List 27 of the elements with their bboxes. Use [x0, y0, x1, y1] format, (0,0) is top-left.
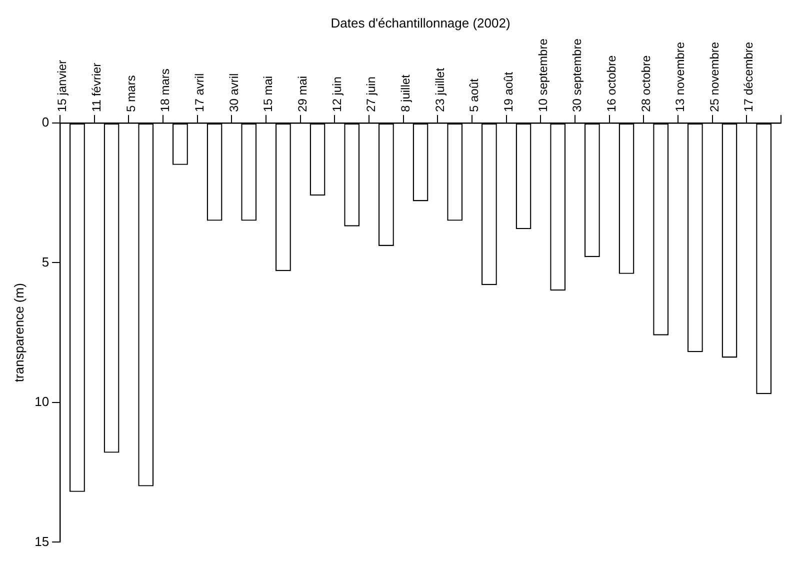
x-tick-label: 12 juin	[330, 76, 344, 112]
x-tick-label: 13 novembre	[673, 42, 688, 112]
y-tick-label: 10	[34, 394, 50, 410]
x-tick-label: 30 septembre	[570, 38, 584, 112]
x-tick-label: 10 septembre	[536, 38, 550, 112]
x-tick-label: 11 février	[89, 62, 104, 112]
y-tick-label: 5	[42, 254, 50, 270]
y-tick-label: 15	[34, 534, 50, 549]
x-tick-label: 28 octobre	[638, 54, 653, 112]
x-tick-label: 8 juillet	[398, 74, 412, 112]
x-tick-label: 30 avril	[226, 73, 241, 112]
x-tick-label: 23 juillet	[432, 67, 447, 112]
x-tick-label: 5 mars	[124, 75, 138, 112]
x-tick-label: 27 juin	[364, 76, 378, 112]
x-tick-label: 17 décembre	[742, 42, 756, 112]
x-tick-label: 17 avril	[192, 73, 206, 112]
x-tick-label: 19 août	[501, 71, 516, 112]
x-tick-label: 15 mai	[261, 76, 276, 112]
x-tick-label: 18 mars	[158, 68, 172, 112]
x-tick-label: 29 mai	[295, 76, 310, 112]
y-axis-title: transparence (m)	[11, 283, 26, 382]
chart-title: Dates d'échantillonnage (2002)	[330, 15, 510, 30]
y-tick-label: 0	[42, 114, 50, 130]
x-tick-label: 25 novembre	[707, 42, 722, 112]
x-tick-label: 16 octobre	[604, 54, 618, 112]
x-tick-label: 15 janvier	[55, 60, 70, 112]
x-tick-label: 5 août	[467, 78, 482, 112]
